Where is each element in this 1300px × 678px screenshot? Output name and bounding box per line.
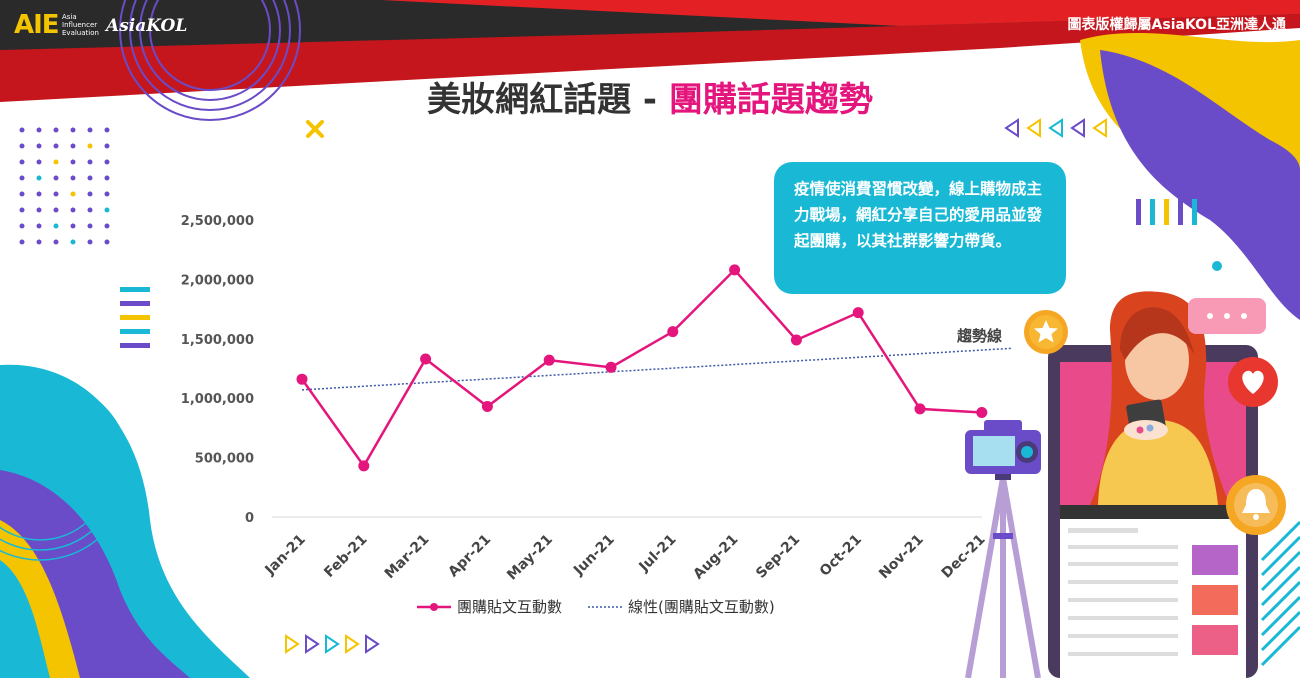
x-tick-label: Jul-21 (636, 532, 680, 576)
copyright-notice: 圖表版權歸屬AsiaKOL亞洲達人通 (1067, 17, 1286, 33)
x-tick-label: Mar-21 (382, 532, 433, 583)
x-tick-label: Jan-21 (262, 532, 309, 579)
legend-item-series: 團購貼文互動數 (417, 596, 562, 617)
insight-callout: 疫情使消費習慣改變，線上購物成主力戰場，網紅分享自己的愛用品並發起團購，以其社群… (774, 162, 1066, 294)
series-line (300, 268, 982, 469)
data-point (852, 307, 864, 319)
aie-logo-line-3: Evaluation (62, 29, 99, 37)
aie-logo: AIE (14, 10, 60, 40)
x-tick-label: Oct-21 (817, 532, 865, 580)
page-title: 美妝網紅話題 - 團購話題趨勢 (0, 72, 1300, 121)
data-point (481, 401, 493, 413)
aie-logo-line-2: Influencer (62, 21, 98, 29)
y-tick-label: 500,000 (195, 452, 254, 467)
series-points (296, 264, 988, 472)
title-part-highlight: 團購話題趨勢 (668, 80, 873, 120)
x-tick-label: Jun-21 (570, 532, 618, 580)
y-tick-label: 0 (245, 511, 254, 526)
x-axis: Jan-21 Feb-21 Mar-21 Apr-21 May-21 Jun-21 Jul-… (262, 532, 989, 584)
data-point (420, 353, 432, 365)
data-point (667, 326, 679, 338)
x-tick-label: Nov-21 (876, 532, 927, 583)
y-axis: 0 500,000 1,000,000 1,500,000 2,000,000 2,500… (181, 214, 254, 526)
asiakol-logo: AsiaKOL (106, 16, 188, 36)
aie-logo-line-1: Asia (62, 13, 77, 21)
title-part-main: 美妝網紅話題 - (427, 80, 669, 120)
legend-swatch-trendline (588, 605, 623, 608)
x-tick-label: Feb-21 (321, 532, 370, 581)
data-point (605, 361, 617, 373)
y-tick-label: 2,000,000 (181, 273, 254, 288)
legend-label-series: 團購貼文互動數 (457, 598, 563, 616)
legend-label-trendline: 線性(團購貼文互動數) (628, 598, 775, 616)
y-tick-label: 1,000,000 (181, 392, 254, 407)
data-point (790, 334, 802, 346)
data-point (543, 354, 555, 366)
data-point (296, 373, 308, 385)
data-point (358, 460, 370, 472)
legend-swatch-series (417, 602, 451, 611)
trendline (301, 347, 1012, 391)
x-tick-label: Aug-21 (690, 532, 741, 583)
data-point (976, 406, 988, 418)
data-point (914, 403, 926, 415)
x-tick-label: May-21 (504, 532, 556, 584)
x-tick-label: Sep-21 (753, 532, 803, 582)
y-tick-label: 2,500,000 (181, 214, 254, 229)
trendline-label: 趨勢線 (957, 327, 1003, 345)
y-tick-label: 1,500,000 (181, 333, 254, 348)
legend-item-trendline: 線性(團購貼文互動數) (588, 596, 775, 617)
chart-legend: 團購貼文互動數 線性(團購貼文互動數) (417, 596, 801, 617)
x-tick-label: Dec-21 (939, 532, 989, 582)
x-tick-label: Apr-21 (445, 532, 494, 581)
data-point (729, 264, 741, 276)
aie-logo-subtitle: Asia Influencer Evaluation (62, 13, 99, 37)
